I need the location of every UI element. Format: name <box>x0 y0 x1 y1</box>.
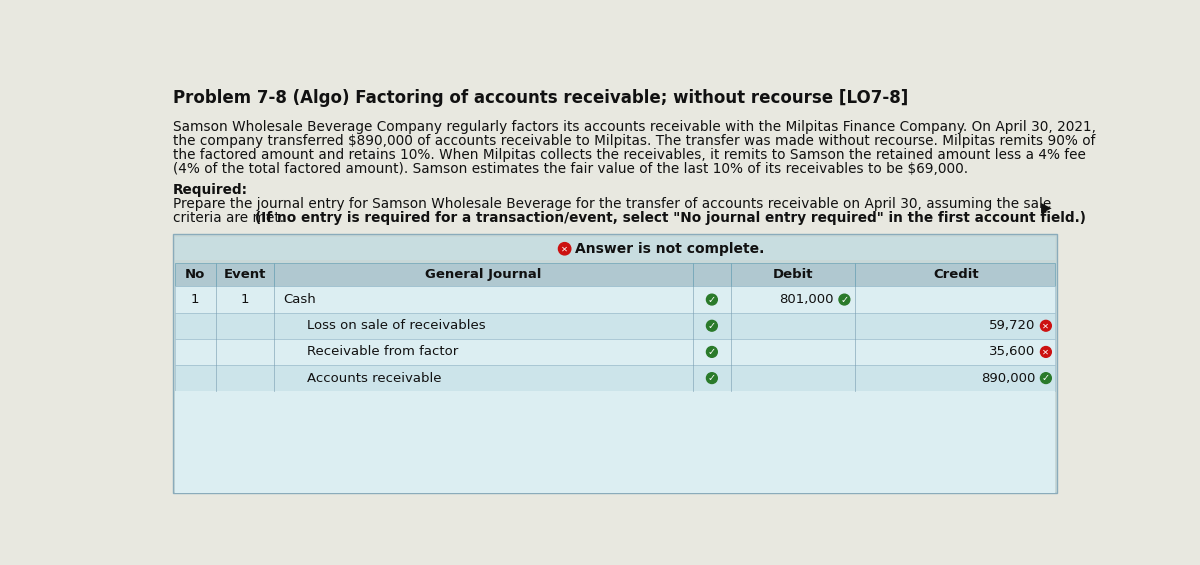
Circle shape <box>707 294 718 305</box>
Text: Required:: Required: <box>173 183 248 197</box>
Text: ✓: ✓ <box>708 294 716 305</box>
Circle shape <box>558 242 571 255</box>
Text: ✓: ✓ <box>708 373 716 383</box>
Bar <box>173 234 1057 493</box>
Bar <box>175 365 1055 391</box>
Text: ✕: ✕ <box>1043 347 1050 357</box>
Circle shape <box>707 346 718 357</box>
Circle shape <box>707 373 718 384</box>
Text: Credit: Credit <box>934 268 979 281</box>
Text: criteria are met.: criteria are met. <box>173 211 289 225</box>
Circle shape <box>1040 346 1051 357</box>
Text: 1: 1 <box>241 293 250 306</box>
Text: 801,000: 801,000 <box>779 293 834 306</box>
Text: Answer is not complete.: Answer is not complete. <box>576 242 764 256</box>
Text: Accounts receivable: Accounts receivable <box>306 372 442 385</box>
Text: ✓: ✓ <box>708 347 716 357</box>
Text: (4% of the total factored amount). Samson estimates the fair value of the last 1: (4% of the total factored amount). Samso… <box>173 162 968 176</box>
Bar <box>175 391 1055 493</box>
Circle shape <box>1040 320 1051 331</box>
Text: Event: Event <box>223 268 266 281</box>
Text: 890,000: 890,000 <box>980 372 1036 385</box>
Bar <box>175 263 1055 286</box>
Text: No: No <box>185 268 205 281</box>
Circle shape <box>839 294 850 305</box>
Text: Problem 7-8 (Algo) Factoring of accounts receivable; without recourse [LO7-8]: Problem 7-8 (Algo) Factoring of accounts… <box>173 89 908 107</box>
Text: Debit: Debit <box>773 268 814 281</box>
Text: Receivable from factor: Receivable from factor <box>306 345 458 358</box>
Text: ✓: ✓ <box>1042 373 1050 383</box>
Bar <box>175 286 1055 312</box>
Text: Cash: Cash <box>283 293 316 306</box>
Circle shape <box>707 320 718 331</box>
Text: 35,600: 35,600 <box>989 345 1036 358</box>
Circle shape <box>1040 373 1051 384</box>
Text: Samson Wholesale Beverage Company regularly factors its accounts receivable with: Samson Wholesale Beverage Company regula… <box>173 120 1097 134</box>
Bar <box>175 312 1055 339</box>
Bar <box>175 237 1055 260</box>
Text: (If no entry is required for a transaction/event, select "No journal entry requi: (If no entry is required for a transacti… <box>254 211 1086 225</box>
Text: ▶: ▶ <box>1042 200 1052 214</box>
Text: ✕: ✕ <box>1043 321 1050 331</box>
Text: Loss on sale of receivables: Loss on sale of receivables <box>306 319 485 332</box>
Text: ✓: ✓ <box>708 321 716 331</box>
Text: General Journal: General Journal <box>425 268 541 281</box>
Bar <box>175 339 1055 365</box>
Text: ✓: ✓ <box>840 294 848 305</box>
Text: the factored amount and retains 10%. When Milpitas collects the receivables, it : the factored amount and retains 10%. Whe… <box>173 148 1086 162</box>
Text: Prepare the journal entry for Samson Wholesale Beverage for the transfer of acco: Prepare the journal entry for Samson Who… <box>173 197 1051 211</box>
Text: the company transferred $890,000 of accounts receivable to Milpitas. The transfe: the company transferred $890,000 of acco… <box>173 134 1096 148</box>
Text: 59,720: 59,720 <box>989 319 1036 332</box>
Text: 1: 1 <box>191 293 199 306</box>
Text: ✕: ✕ <box>562 244 568 253</box>
